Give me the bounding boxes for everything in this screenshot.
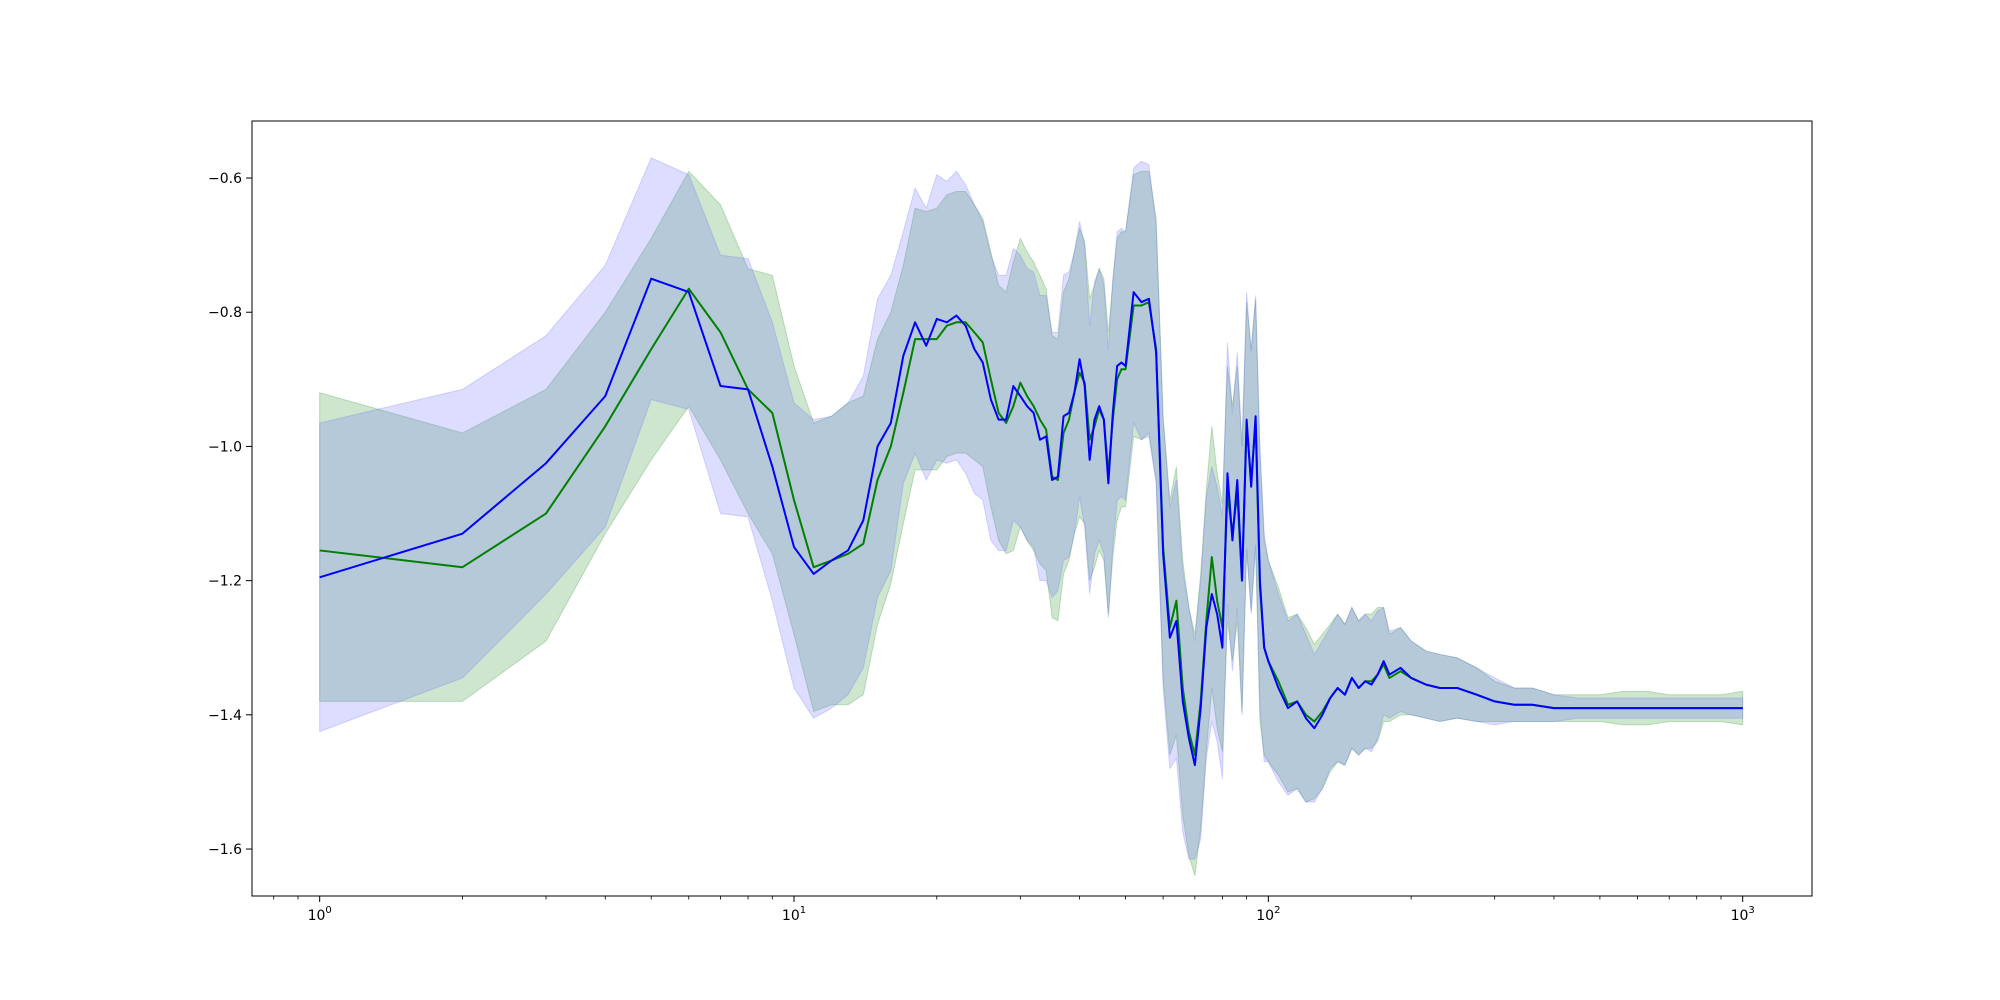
x-tick-label: 101: [782, 905, 806, 924]
x-tick-label: 100: [308, 905, 332, 924]
y-axis: −1.6 −1.4 −1.2 −1.0 −0.8 −0.6: [208, 171, 252, 858]
x-tick-label: 103: [1731, 905, 1755, 924]
y-tick-label: −0.8: [208, 305, 242, 321]
y-tick-label: −1.2: [208, 574, 242, 590]
confidence-bands: [319, 157, 1744, 877]
x-tick-label: 102: [1256, 905, 1280, 924]
series-lines: [319, 277, 1743, 767]
series-0-band: [319, 157, 1744, 860]
y-tick-label: −0.6: [208, 171, 242, 187]
plot-frame: [251, 120, 1813, 897]
x-axis: 100 101 102 103: [273, 896, 1755, 924]
y-tick-label: −1.0: [208, 439, 242, 455]
y-tick-label: −1.6: [208, 842, 242, 858]
series-1-band: [319, 170, 1744, 877]
y-tick-label: −1.4: [208, 708, 242, 724]
series-0-line: [319, 277, 1743, 767]
